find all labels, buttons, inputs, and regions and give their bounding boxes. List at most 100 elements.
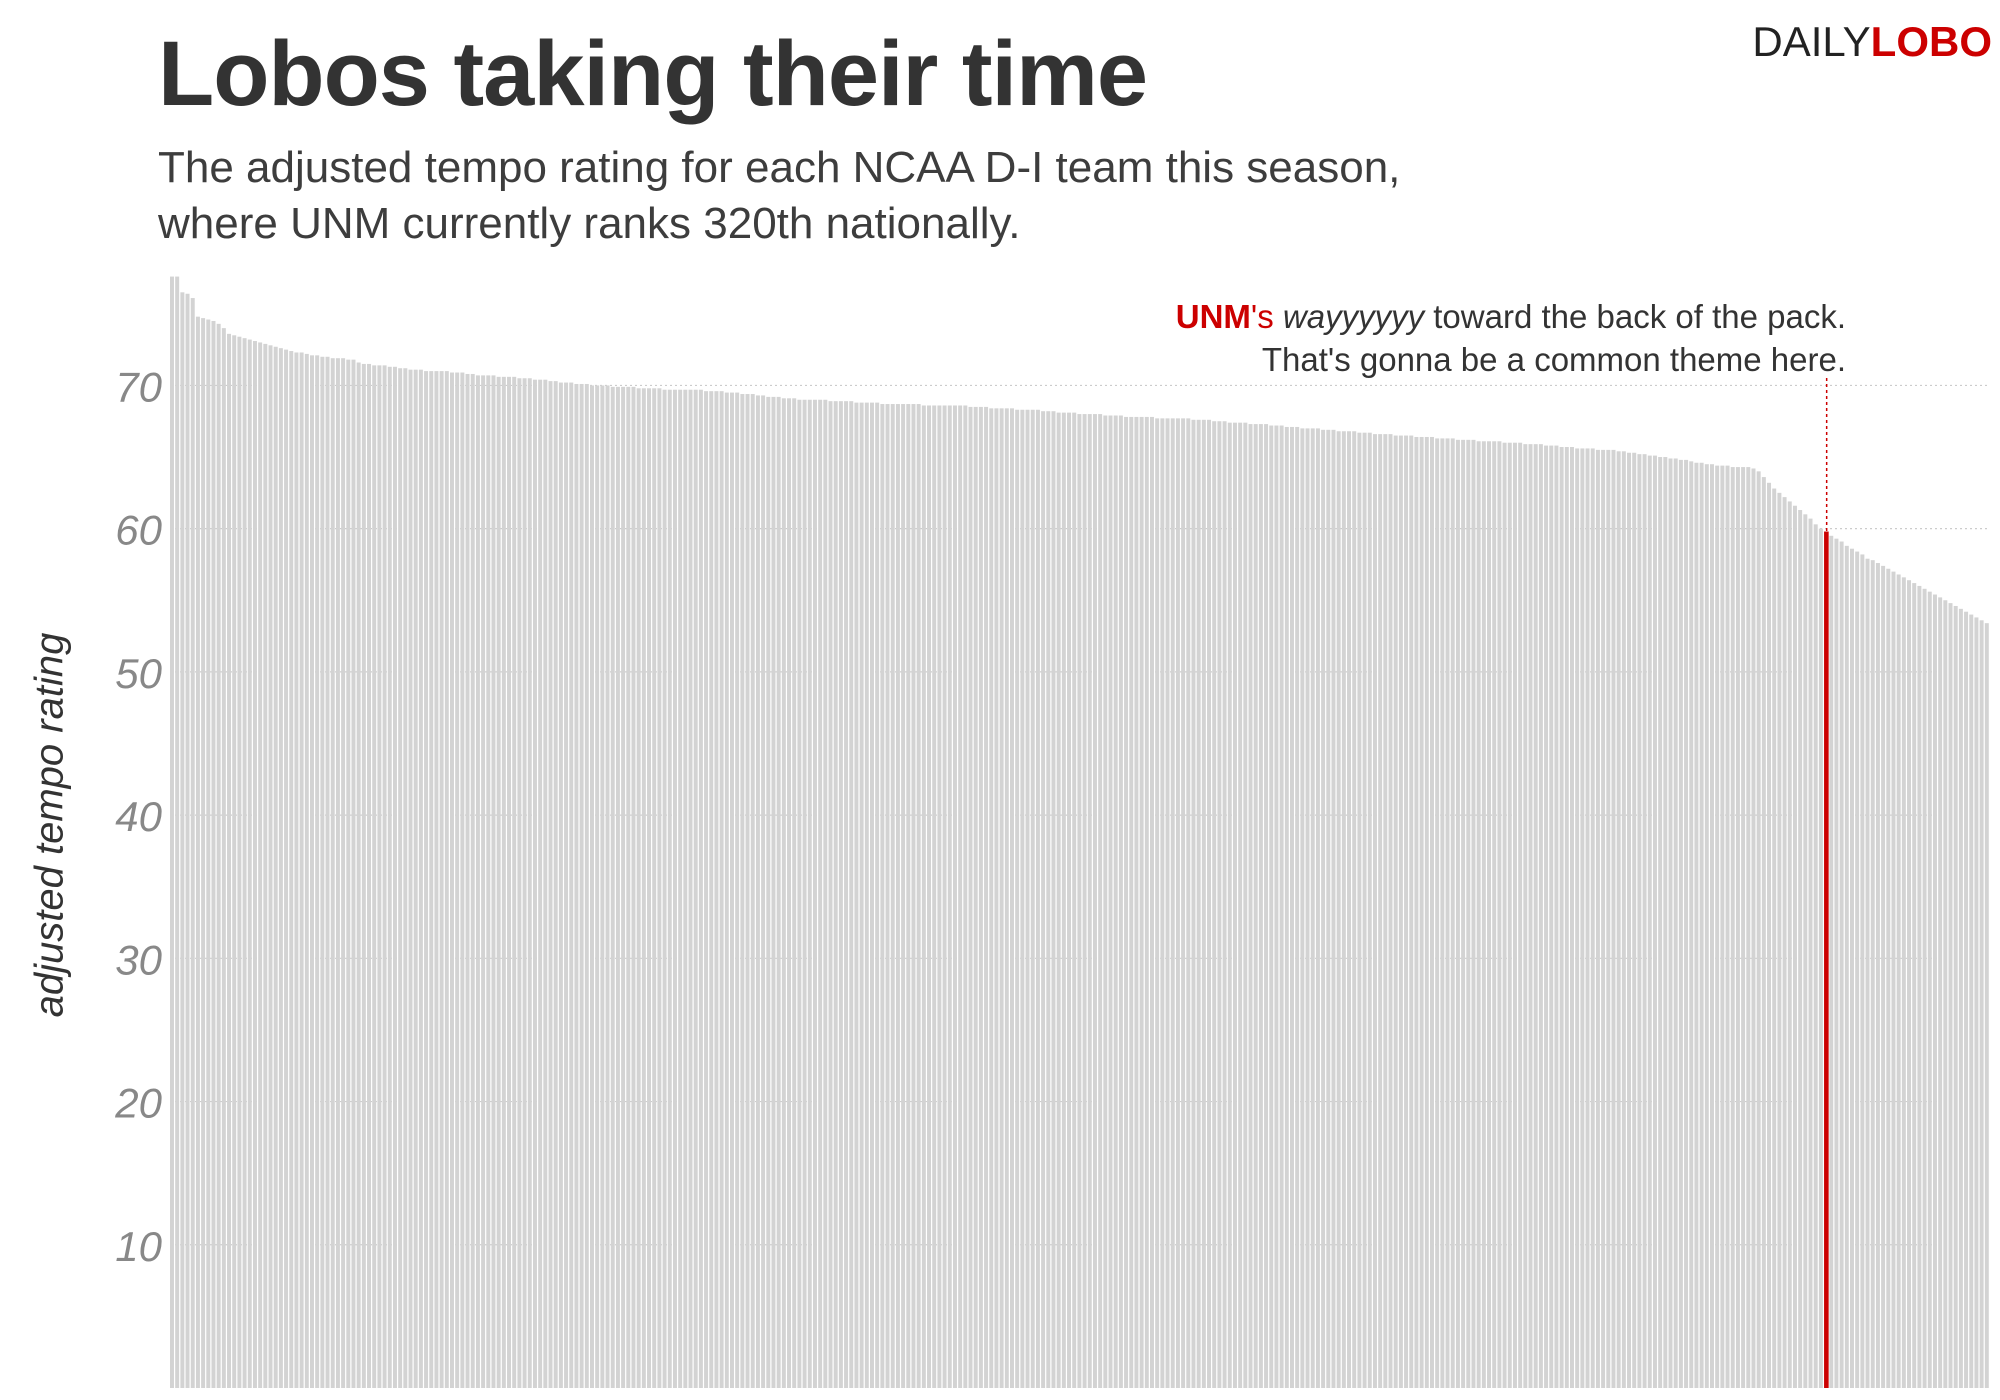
bar <box>1046 411 1051 1388</box>
bar <box>1274 425 1279 1388</box>
bar <box>1450 438 1455 1388</box>
bar <box>1870 560 1875 1388</box>
bar <box>507 376 512 1388</box>
bar <box>1372 434 1377 1389</box>
bar <box>812 399 817 1388</box>
bar <box>1730 467 1735 1388</box>
bar <box>1481 441 1486 1388</box>
bar <box>584 383 589 1389</box>
bar <box>1321 429 1326 1389</box>
bar <box>1741 467 1746 1388</box>
bar <box>558 382 563 1389</box>
bar <box>1689 461 1694 1388</box>
bar <box>1170 418 1175 1388</box>
bar <box>1025 409 1030 1389</box>
bar <box>263 343 268 1388</box>
bar <box>1715 465 1720 1388</box>
bar <box>1860 554 1865 1388</box>
bar <box>864 402 869 1388</box>
bar <box>335 358 340 1389</box>
bar <box>455 372 460 1388</box>
bar <box>1061 412 1066 1388</box>
bar <box>1761 477 1766 1388</box>
bar <box>1704 464 1709 1388</box>
bar <box>1186 418 1191 1388</box>
bar <box>828 401 833 1388</box>
bar <box>605 385 610 1389</box>
bar <box>1673 458 1678 1389</box>
bar <box>916 404 921 1388</box>
bar <box>1538 444 1543 1388</box>
bar <box>797 399 802 1388</box>
bar <box>1969 614 1974 1388</box>
bar <box>574 383 579 1389</box>
bar <box>978 406 983 1389</box>
bar <box>1424 436 1429 1388</box>
bar <box>1855 551 1860 1388</box>
bar <box>1435 438 1440 1388</box>
bar <box>1253 424 1258 1388</box>
bar <box>906 404 911 1388</box>
bar <box>1004 408 1009 1389</box>
bar <box>1113 415 1118 1388</box>
bar <box>1341 431 1346 1389</box>
bar <box>1082 414 1087 1388</box>
bar <box>942 405 947 1389</box>
bar <box>1347 431 1352 1389</box>
bar <box>403 368 408 1388</box>
bar <box>1984 623 1989 1388</box>
bar <box>1383 434 1388 1389</box>
bar <box>1585 448 1590 1388</box>
bar <box>1497 441 1502 1388</box>
bar <box>1974 617 1979 1388</box>
bar <box>880 404 885 1388</box>
bar <box>1269 425 1274 1388</box>
bar <box>367 363 372 1388</box>
bar <box>429 371 434 1388</box>
bar <box>185 293 190 1388</box>
bar <box>1134 416 1139 1388</box>
bar <box>211 320 216 1388</box>
bar <box>958 405 963 1389</box>
bar <box>1310 428 1315 1388</box>
bar <box>1445 438 1450 1388</box>
bar <box>1455 439 1460 1388</box>
bar <box>1300 428 1305 1388</box>
bar <box>206 319 211 1388</box>
bar <box>1072 412 1077 1388</box>
bar <box>1886 568 1891 1388</box>
bar <box>532 379 537 1388</box>
bar <box>1430 436 1434 1388</box>
bar <box>1326 429 1331 1389</box>
bar <box>683 389 688 1388</box>
bar <box>1150 416 1154 1388</box>
bar <box>615 386 620 1388</box>
bar <box>1181 418 1186 1388</box>
bar <box>1559 447 1564 1388</box>
y-tick-label: 10 <box>115 1223 162 1270</box>
bar <box>1891 571 1896 1388</box>
bar <box>1367 432 1372 1389</box>
bar <box>413 369 418 1388</box>
annotation-line-1: UNM's wayyyyyy toward the back of the pa… <box>1176 295 1846 338</box>
annotation-emphasis: wayyyyyy <box>1282 298 1425 335</box>
bar <box>1616 451 1621 1388</box>
bar <box>1570 447 1574 1388</box>
bar <box>1124 416 1129 1388</box>
bar <box>1098 414 1103 1388</box>
bar <box>538 379 543 1388</box>
bar <box>434 371 439 1388</box>
bar <box>227 333 232 1389</box>
bar <box>1518 442 1523 1388</box>
bar <box>252 341 257 1389</box>
bar <box>859 402 864 1388</box>
bar <box>1772 488 1777 1388</box>
bar <box>1590 448 1595 1388</box>
bar <box>1362 432 1367 1389</box>
bar <box>963 405 968 1389</box>
bar <box>776 396 781 1388</box>
bar <box>901 404 906 1388</box>
bar <box>1227 422 1232 1388</box>
bar <box>1751 468 1756 1388</box>
bar <box>1010 408 1014 1389</box>
